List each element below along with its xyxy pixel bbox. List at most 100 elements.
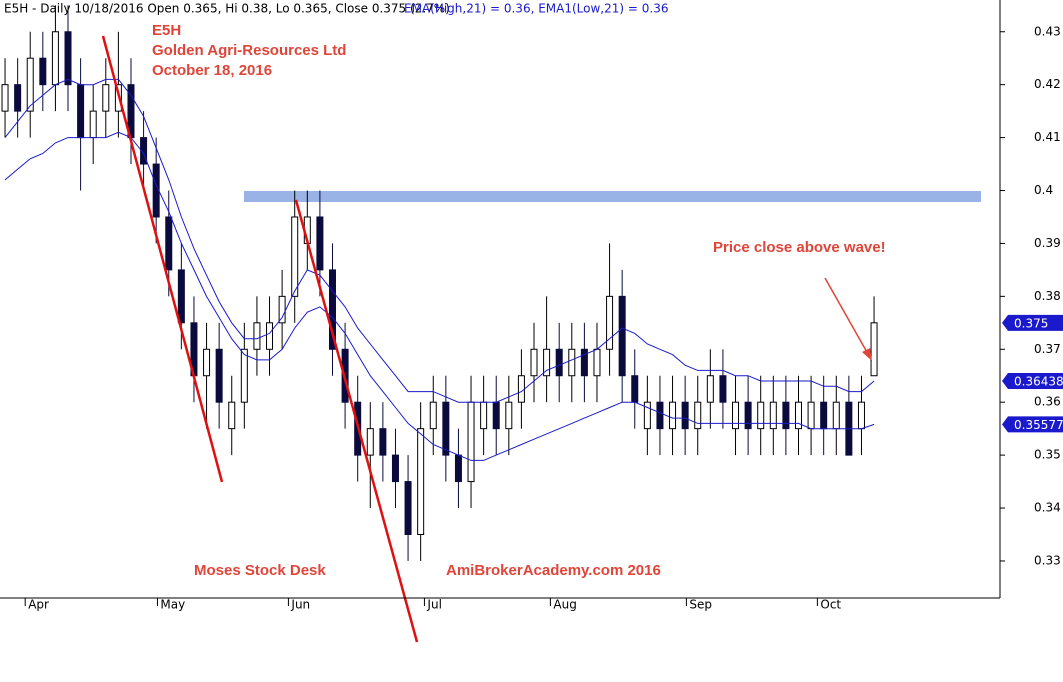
candle-body — [77, 84, 85, 139]
candle-body — [39, 57, 47, 86]
candle-body — [769, 401, 777, 430]
x-tick-label: Jun — [290, 598, 310, 612]
marks — [1, 5, 878, 561]
candle-body — [807, 401, 815, 430]
candle-body — [228, 401, 236, 430]
y-tick-label: 0.42 — [1034, 77, 1061, 91]
x-tick-label: Jul — [426, 598, 441, 612]
y-tick-label: 0.4 — [1034, 183, 1053, 197]
candle-body — [266, 322, 274, 350]
y-tick-label: 0.37 — [1034, 342, 1061, 356]
candle-body — [215, 348, 223, 403]
candle-body — [89, 110, 97, 139]
candle-body — [832, 401, 840, 430]
price-tag-label: 0.375 — [1014, 316, 1048, 330]
price-tag — [1002, 314, 1063, 331]
annotation: Price close above wave! — [713, 239, 886, 256]
y-tick-label: 0.43 — [1034, 24, 1061, 38]
candle-body — [165, 216, 173, 271]
candle-body — [102, 84, 110, 112]
candle-body — [1, 84, 9, 112]
candle-body — [203, 348, 211, 377]
candle-body — [442, 401, 450, 456]
candle-body — [278, 295, 286, 324]
candle-body — [656, 401, 664, 430]
price-tag — [1002, 416, 1063, 433]
candle-body — [681, 401, 689, 430]
candle-body — [140, 137, 148, 165]
candle-body — [517, 375, 525, 403]
candle-body — [757, 401, 765, 430]
ema-line — [4, 131, 875, 461]
candle-body — [51, 31, 59, 86]
candle-body — [870, 322, 878, 377]
candle-body — [744, 401, 752, 430]
trend-line — [294, 199, 419, 643]
candle-body — [631, 375, 639, 403]
x-tick-label: Aug — [553, 598, 576, 612]
candle-body — [467, 401, 475, 483]
candle-body — [64, 31, 72, 86]
candle-body — [505, 401, 513, 430]
y-tick-label: 0.34 — [1034, 501, 1061, 515]
candle-body — [706, 375, 714, 403]
candle-body — [555, 348, 563, 377]
candle-body — [391, 454, 399, 483]
candle-body — [694, 401, 702, 430]
candle-body — [669, 401, 677, 430]
price-tag-label: 0.364386 — [1014, 375, 1063, 389]
candle-body — [606, 295, 614, 350]
candle-body — [643, 401, 651, 430]
candle-body — [543, 348, 551, 377]
resistance-band — [244, 191, 981, 202]
candle-body — [719, 375, 727, 403]
candle-body — [492, 401, 500, 430]
subtitle: Golden Agri-Resources Ltd — [152, 42, 346, 59]
y-tick-label: 0.35 — [1034, 448, 1061, 462]
candle-body — [379, 428, 387, 456]
annotation: Moses Stock Desk — [194, 562, 326, 579]
candle-body — [593, 348, 601, 377]
date: October 18, 2016 — [152, 62, 272, 79]
candle-body — [253, 322, 261, 350]
candle-body — [26, 57, 34, 112]
y-tick-label: 0.33 — [1034, 553, 1061, 567]
y-tick-label: 0.36 — [1034, 395, 1061, 409]
y-tick-label: 0.39 — [1034, 236, 1061, 250]
trend-line — [101, 35, 224, 483]
candle-body — [580, 348, 588, 377]
x-tick-label: Apr — [28, 598, 49, 612]
candle-body — [530, 348, 538, 377]
candle-body — [366, 428, 374, 456]
candle-body — [454, 454, 462, 483]
candle-body — [417, 428, 425, 535]
candle-body — [328, 269, 336, 350]
x-tick-label: May — [160, 598, 185, 612]
y-tick-label: 0.38 — [1034, 289, 1061, 303]
x-tick-label: Sep — [689, 598, 712, 612]
candle-body — [732, 401, 740, 430]
candle-body — [14, 84, 22, 112]
x-tick-label: Oct — [820, 598, 841, 612]
title: E5H — [152, 22, 181, 39]
arrow-head — [862, 348, 872, 361]
candle-body — [820, 401, 828, 430]
price-tag — [1002, 373, 1063, 390]
ema-line — [4, 78, 875, 403]
candle-body — [568, 348, 576, 377]
price-tag-label: 0.355772 — [1014, 418, 1063, 432]
candle-body — [857, 401, 865, 430]
header: E5H - Daily 10/18/2016 Open 0.365, Hi 0.… — [4, 2, 450, 16]
candle-body — [177, 269, 185, 324]
candle-body — [240, 348, 248, 403]
candle-body — [782, 401, 790, 430]
arrow — [824, 277, 869, 355]
candle-body — [618, 295, 626, 377]
candle-body — [404, 481, 412, 535]
candle-body — [291, 216, 299, 297]
candle-body — [480, 401, 488, 430]
candle-body — [794, 401, 802, 430]
y-tick-label: 0.41 — [1034, 130, 1061, 144]
